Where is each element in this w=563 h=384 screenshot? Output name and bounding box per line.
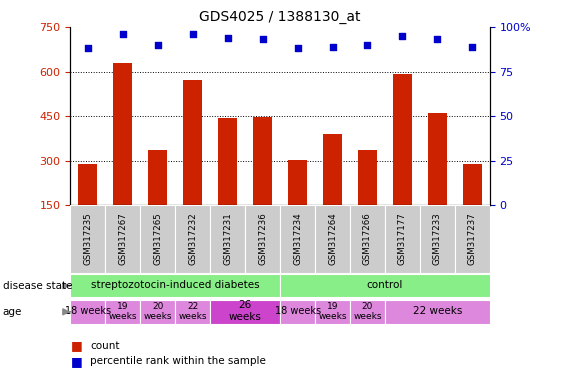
- FancyBboxPatch shape: [70, 300, 105, 324]
- Text: GSM317264: GSM317264: [328, 213, 337, 265]
- FancyBboxPatch shape: [315, 205, 350, 273]
- FancyBboxPatch shape: [175, 300, 210, 324]
- FancyBboxPatch shape: [210, 205, 245, 273]
- Point: [223, 35, 232, 41]
- FancyBboxPatch shape: [280, 300, 315, 324]
- Text: GSM317231: GSM317231: [223, 213, 232, 265]
- Bar: [463, 164, 482, 205]
- Text: GSM317236: GSM317236: [258, 213, 267, 265]
- FancyBboxPatch shape: [350, 205, 385, 273]
- Text: age: age: [3, 307, 22, 317]
- Text: ■: ■: [70, 355, 82, 368]
- Text: control: control: [367, 280, 403, 290]
- Text: 20
weeks: 20 weeks: [144, 301, 172, 321]
- Text: GSM317234: GSM317234: [293, 213, 302, 265]
- Point: [118, 31, 127, 37]
- FancyBboxPatch shape: [245, 205, 280, 273]
- Text: 26
weeks: 26 weeks: [229, 301, 262, 322]
- Title: GDS4025 / 1388130_at: GDS4025 / 1388130_at: [199, 10, 361, 25]
- Text: disease state: disease state: [3, 281, 72, 291]
- FancyBboxPatch shape: [280, 274, 490, 298]
- Point: [363, 42, 372, 48]
- Point: [293, 45, 302, 51]
- Text: ■: ■: [70, 339, 82, 353]
- Text: GSM317235: GSM317235: [83, 213, 92, 265]
- FancyBboxPatch shape: [315, 300, 350, 324]
- FancyBboxPatch shape: [385, 300, 490, 324]
- Bar: [218, 118, 237, 205]
- Bar: [323, 134, 342, 205]
- Text: GSM317267: GSM317267: [118, 213, 127, 265]
- FancyBboxPatch shape: [140, 205, 175, 273]
- FancyBboxPatch shape: [210, 300, 280, 324]
- Text: 19
weeks: 19 weeks: [109, 301, 137, 321]
- Text: GSM317233: GSM317233: [433, 213, 442, 265]
- Text: GSM317266: GSM317266: [363, 213, 372, 265]
- Text: GSM317177: GSM317177: [398, 213, 407, 265]
- Point: [188, 31, 197, 37]
- Text: 22 weeks: 22 weeks: [413, 306, 462, 316]
- Text: 20
weeks: 20 weeks: [353, 301, 382, 321]
- Bar: [78, 164, 97, 205]
- Point: [433, 36, 442, 43]
- Point: [328, 43, 337, 50]
- Bar: [253, 117, 272, 205]
- Text: 18 weeks: 18 weeks: [65, 306, 111, 316]
- Bar: [148, 151, 167, 205]
- Text: 19
weeks: 19 weeks: [318, 301, 347, 321]
- FancyBboxPatch shape: [140, 300, 175, 324]
- Bar: [393, 74, 412, 205]
- Text: count: count: [90, 341, 119, 351]
- Text: GSM317232: GSM317232: [188, 213, 197, 265]
- Point: [153, 42, 162, 48]
- FancyBboxPatch shape: [105, 205, 140, 273]
- Point: [398, 33, 407, 39]
- Bar: [183, 81, 202, 205]
- FancyBboxPatch shape: [455, 205, 490, 273]
- Point: [83, 45, 92, 51]
- Point: [258, 36, 267, 43]
- Text: percentile rank within the sample: percentile rank within the sample: [90, 356, 266, 366]
- Text: GSM317237: GSM317237: [468, 213, 477, 265]
- FancyBboxPatch shape: [70, 274, 280, 298]
- Bar: [288, 160, 307, 205]
- Bar: [113, 63, 132, 205]
- Text: streptozotocin-induced diabetes: streptozotocin-induced diabetes: [91, 280, 260, 290]
- Text: 22
weeks: 22 weeks: [178, 301, 207, 321]
- FancyBboxPatch shape: [105, 300, 140, 324]
- Point: [468, 43, 477, 50]
- Text: GSM317265: GSM317265: [153, 213, 162, 265]
- FancyBboxPatch shape: [280, 205, 315, 273]
- FancyBboxPatch shape: [350, 300, 385, 324]
- Text: 18 weeks: 18 weeks: [275, 306, 321, 316]
- FancyBboxPatch shape: [420, 205, 455, 273]
- FancyBboxPatch shape: [385, 205, 420, 273]
- Bar: [358, 151, 377, 205]
- Bar: [428, 113, 447, 205]
- FancyBboxPatch shape: [70, 205, 105, 273]
- FancyBboxPatch shape: [175, 205, 210, 273]
